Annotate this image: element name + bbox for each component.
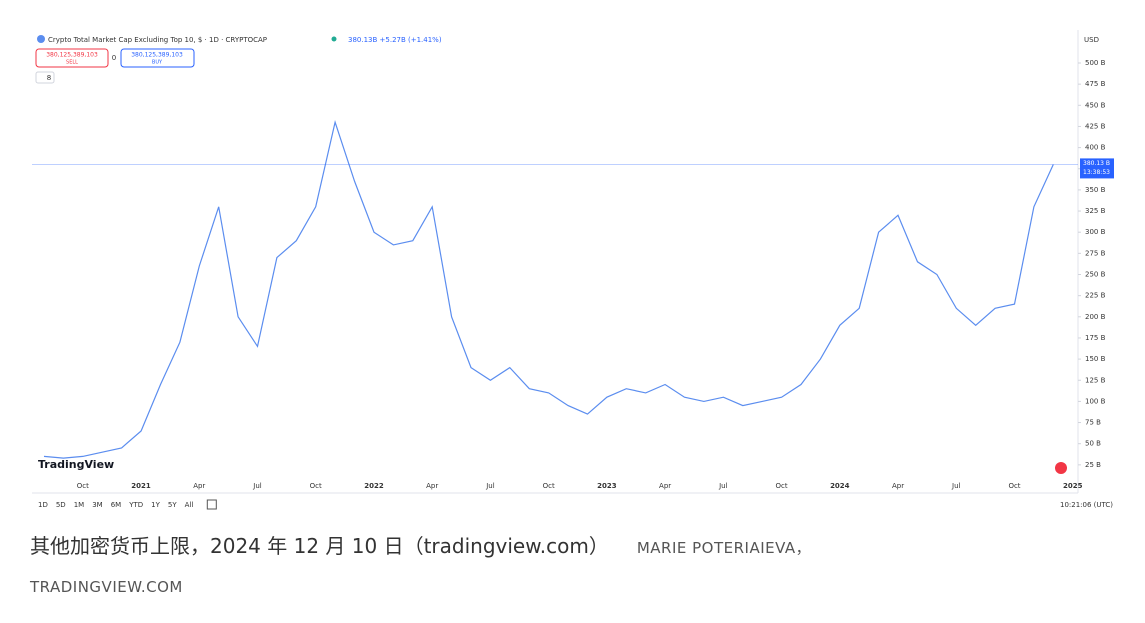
range-button[interactable]: 6M	[111, 501, 122, 509]
y-tick-label: 450 B	[1085, 101, 1106, 109]
sell-price: 380,125,389,103	[46, 52, 98, 59]
x-tick-label: Apr	[659, 482, 671, 490]
y-tick-label: 250 B	[1085, 271, 1106, 279]
x-tick-label: 2025	[1063, 482, 1083, 490]
sell-button[interactable]	[35, 48, 109, 68]
price-tag-label: 380.13 B	[1083, 160, 1110, 167]
x-tick-label: Oct	[77, 482, 89, 490]
range-button[interactable]: All	[185, 501, 194, 509]
x-tick-label: Jul	[951, 482, 961, 490]
x-tick-label: Jul	[485, 482, 495, 490]
calendar-icon	[206, 499, 217, 510]
y-tick-label: 425 B	[1085, 122, 1106, 130]
x-tick-label: Oct	[543, 482, 555, 490]
x-tick-label: Jul	[252, 482, 262, 490]
source: TRADINGVIEW.COM	[30, 578, 183, 596]
x-tick-label: Apr	[892, 482, 904, 490]
x-tick-label: 2024	[830, 482, 850, 490]
symbol-icon	[37, 35, 45, 43]
buy-label: BUY	[152, 60, 163, 66]
y-tick-label: 225 B	[1085, 292, 1106, 300]
range-button[interactable]: 5Y	[168, 501, 177, 509]
range-button[interactable]: 1M	[74, 501, 85, 509]
quote: 380.13B +5.27B (+1.41%)	[348, 36, 442, 44]
x-tick-label: Apr	[193, 482, 205, 490]
y-tick-label: 475 B	[1085, 80, 1106, 88]
caption-text: 其他加密货币上限，2024 年 12 月 10 日（tradingview.co…	[30, 534, 609, 558]
x-tick-label: Oct	[776, 482, 788, 490]
countdown: 13:38:53	[1083, 169, 1110, 176]
y-tick-label: 400 B	[1085, 144, 1106, 152]
caption: 其他加密货币上限，2024 年 12 月 10 日（tradingview.co…	[30, 530, 811, 559]
range-button[interactable]: 1D	[38, 501, 48, 509]
chart-title: Crypto Total Market Cap Excluding Top 10…	[48, 36, 267, 44]
currency[interactable]: USD	[1084, 36, 1099, 44]
x-tick-label: 2023	[597, 482, 617, 490]
y-tick-label: 500 B	[1085, 59, 1106, 67]
y-tick-label: 75 B	[1085, 419, 1101, 427]
range-button[interactable]: 5D	[56, 501, 66, 509]
x-tick-label: Oct	[1008, 482, 1020, 490]
range-button[interactable]: YTD	[128, 501, 143, 509]
x-tick-label: Oct	[310, 482, 322, 490]
x-tick-label: Jul	[718, 482, 728, 490]
price-line	[43, 119, 1054, 459]
sell-label: SELL	[66, 60, 78, 66]
credit: MARIE POTERIAIEVA，	[636, 539, 812, 557]
brand: TradingView	[38, 458, 114, 471]
indicator-toggle[interactable]	[35, 71, 55, 84]
spread: 0	[112, 54, 116, 62]
y-tick-label: 125 B	[1085, 376, 1106, 384]
y-tick-label: 100 B	[1085, 397, 1106, 405]
x-tick-label: Apr	[426, 482, 438, 490]
chart: Crypto Total Market Cap Excluding Top 10…	[32, 30, 1114, 510]
y-tick-label: 275 B	[1085, 249, 1106, 257]
range-button[interactable]: 3M	[92, 501, 103, 509]
y-tick-label: 175 B	[1085, 334, 1106, 342]
buy-price: 380,125,389,103	[131, 52, 183, 59]
price-tag	[1080, 158, 1114, 179]
y-tick-label: 325 B	[1085, 207, 1106, 215]
indicator-count: 8	[47, 74, 51, 82]
buy-button[interactable]	[120, 48, 195, 68]
x-tick-label: 2021	[131, 482, 151, 490]
y-tick-label: 200 B	[1085, 313, 1106, 321]
x-tick-label: 2022	[364, 482, 384, 490]
flag-icon	[1055, 462, 1067, 474]
status-dot	[331, 36, 337, 42]
y-tick-label: 50 B	[1085, 440, 1101, 448]
y-tick-label: 300 B	[1085, 228, 1106, 236]
y-tick-label: 150 B	[1085, 355, 1106, 363]
y-tick-label: 350 B	[1085, 186, 1106, 194]
range-button[interactable]: 1Y	[151, 501, 160, 509]
y-tick-label: 25 B	[1085, 461, 1101, 469]
clock: 10:21:06 (UTC)	[1060, 501, 1113, 509]
